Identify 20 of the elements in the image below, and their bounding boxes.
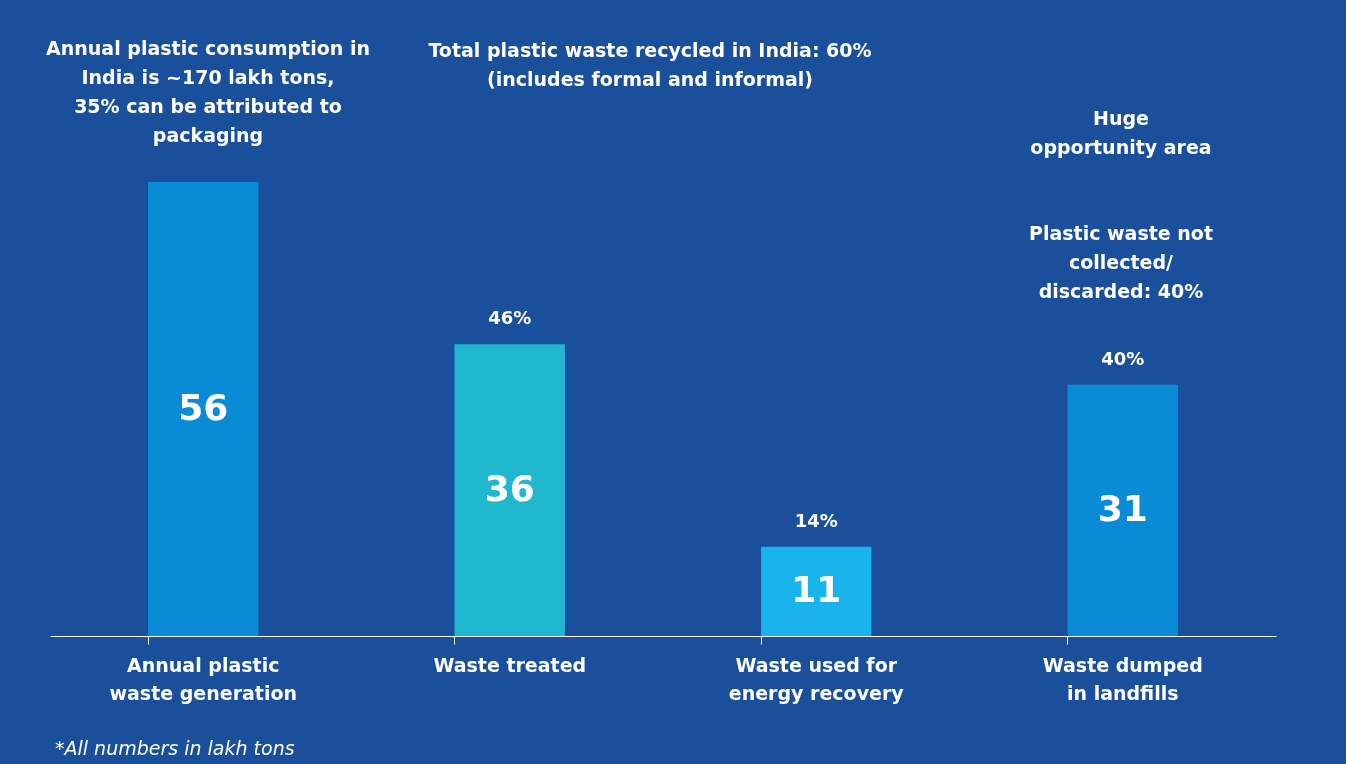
text: Huge opportunity area (1030, 107, 1212, 158)
annotation: 14% (794, 509, 838, 531)
annotation: Plastic waste not collected/ discarded: 40% (1029, 222, 1213, 302)
x-tick-label: Annual plastic waste generation (109, 653, 298, 704)
x-tick-label: Waste used for energy recovery (728, 653, 905, 704)
data-label: 31 (1097, 488, 1148, 530)
bar (454, 344, 565, 636)
text: *All numbers in lakh tons (55, 737, 295, 759)
text: Annual plastic consumption in India is ~170 lakh tons, 35% can be attributed to packaging (46, 37, 370, 146)
x-tick-label: Waste treated (433, 653, 587, 676)
bar (761, 546, 872, 636)
bar (1067, 384, 1178, 636)
data-label: 36 (484, 468, 535, 510)
data-label: 11 (791, 569, 842, 611)
text: Total plastic waste recycled in India: 60% (includes formal and informal) (428, 39, 872, 90)
data-label: 56 (178, 387, 229, 429)
annotation: 40% (1101, 347, 1145, 369)
annotation: 46% (488, 307, 532, 329)
x-tick-label: Waste dumped in landfills (1042, 653, 1203, 704)
bar (148, 182, 259, 636)
